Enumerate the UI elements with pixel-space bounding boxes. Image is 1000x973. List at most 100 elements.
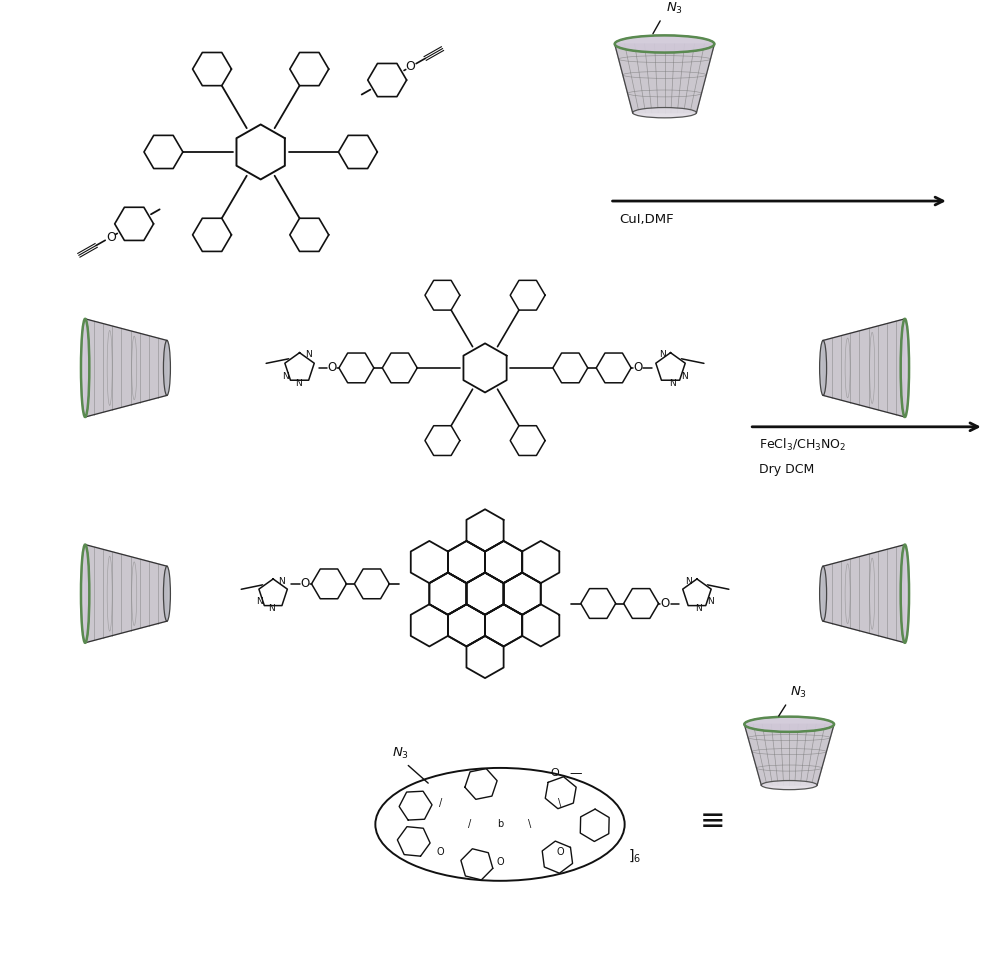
Polygon shape xyxy=(285,352,314,380)
Polygon shape xyxy=(448,541,485,583)
Polygon shape xyxy=(411,604,448,646)
Text: O: O xyxy=(496,856,504,867)
Ellipse shape xyxy=(81,319,89,417)
Ellipse shape xyxy=(901,545,909,643)
Ellipse shape xyxy=(820,341,827,395)
Text: \: \ xyxy=(558,798,561,808)
Polygon shape xyxy=(354,569,389,598)
Polygon shape xyxy=(259,579,287,605)
Text: /: / xyxy=(439,798,442,808)
Polygon shape xyxy=(485,604,522,646)
Ellipse shape xyxy=(163,341,170,395)
Polygon shape xyxy=(429,572,466,615)
Ellipse shape xyxy=(81,545,89,643)
Text: O: O xyxy=(550,769,559,778)
Polygon shape xyxy=(542,841,573,873)
Polygon shape xyxy=(448,604,485,646)
Text: /: / xyxy=(468,819,472,829)
Polygon shape xyxy=(823,319,905,417)
Polygon shape xyxy=(596,353,631,382)
Text: —: — xyxy=(570,767,582,779)
Text: $N_3$: $N_3$ xyxy=(790,685,807,700)
Polygon shape xyxy=(510,280,545,310)
Polygon shape xyxy=(193,218,231,251)
Polygon shape xyxy=(615,44,714,113)
Polygon shape xyxy=(312,569,346,598)
Polygon shape xyxy=(193,53,231,86)
Polygon shape xyxy=(397,827,430,856)
Polygon shape xyxy=(466,509,504,552)
Text: Dry DCM: Dry DCM xyxy=(759,463,815,476)
Polygon shape xyxy=(399,791,432,820)
Polygon shape xyxy=(504,572,541,615)
Text: CuI,DMF: CuI,DMF xyxy=(620,213,674,226)
Polygon shape xyxy=(624,589,659,619)
Ellipse shape xyxy=(744,717,834,732)
Polygon shape xyxy=(236,125,285,179)
Polygon shape xyxy=(744,724,834,785)
Polygon shape xyxy=(85,319,167,417)
Text: O: O xyxy=(300,577,310,591)
Polygon shape xyxy=(522,541,559,583)
Ellipse shape xyxy=(163,566,170,621)
Text: N: N xyxy=(685,577,692,586)
Polygon shape xyxy=(823,545,905,643)
Polygon shape xyxy=(580,810,609,842)
Polygon shape xyxy=(683,579,711,605)
Text: $\mathregular{FeCl_3/CH_3NO_2}$: $\mathregular{FeCl_3/CH_3NO_2}$ xyxy=(759,437,847,452)
Polygon shape xyxy=(466,572,504,615)
Text: N: N xyxy=(256,597,263,606)
Text: N: N xyxy=(305,350,311,359)
Text: O: O xyxy=(406,60,415,73)
Polygon shape xyxy=(290,218,329,251)
Polygon shape xyxy=(581,589,616,619)
Text: $N_3$: $N_3$ xyxy=(392,745,409,761)
Text: N: N xyxy=(278,577,285,586)
Polygon shape xyxy=(115,207,154,240)
Text: O: O xyxy=(660,597,670,610)
Polygon shape xyxy=(290,53,329,86)
Polygon shape xyxy=(429,572,466,615)
Text: N: N xyxy=(659,350,665,359)
Polygon shape xyxy=(466,572,504,615)
Ellipse shape xyxy=(901,319,909,417)
Polygon shape xyxy=(448,541,485,583)
Polygon shape xyxy=(425,426,460,455)
Polygon shape xyxy=(382,353,417,382)
Polygon shape xyxy=(615,44,714,113)
Polygon shape xyxy=(411,541,448,583)
Text: N: N xyxy=(282,372,289,380)
Text: O: O xyxy=(106,231,116,243)
Polygon shape xyxy=(338,135,377,168)
Polygon shape xyxy=(85,545,167,643)
Text: b: b xyxy=(497,819,503,829)
Ellipse shape xyxy=(633,108,696,118)
Polygon shape xyxy=(466,636,504,678)
Text: N: N xyxy=(295,378,301,387)
Polygon shape xyxy=(744,724,834,785)
Polygon shape xyxy=(545,776,576,809)
Polygon shape xyxy=(144,135,183,168)
Polygon shape xyxy=(510,426,545,455)
Ellipse shape xyxy=(820,566,827,621)
Text: $\equiv$: $\equiv$ xyxy=(694,805,725,834)
Polygon shape xyxy=(461,848,493,880)
Text: N: N xyxy=(707,597,714,606)
Text: N: N xyxy=(268,604,275,613)
Text: O: O xyxy=(556,847,564,857)
Polygon shape xyxy=(339,353,374,382)
Polygon shape xyxy=(85,545,167,643)
Polygon shape xyxy=(425,280,460,310)
Polygon shape xyxy=(504,572,541,615)
Text: O: O xyxy=(633,361,642,375)
Text: $N_3$: $N_3$ xyxy=(666,1,683,17)
Polygon shape xyxy=(85,319,167,417)
Polygon shape xyxy=(823,545,905,643)
Text: \: \ xyxy=(528,819,532,829)
Polygon shape xyxy=(485,604,522,646)
Text: ]$_6$: ]$_6$ xyxy=(628,847,641,864)
Text: N: N xyxy=(669,378,675,387)
Text: O: O xyxy=(436,847,444,857)
Polygon shape xyxy=(823,319,905,417)
Text: N: N xyxy=(681,372,688,380)
